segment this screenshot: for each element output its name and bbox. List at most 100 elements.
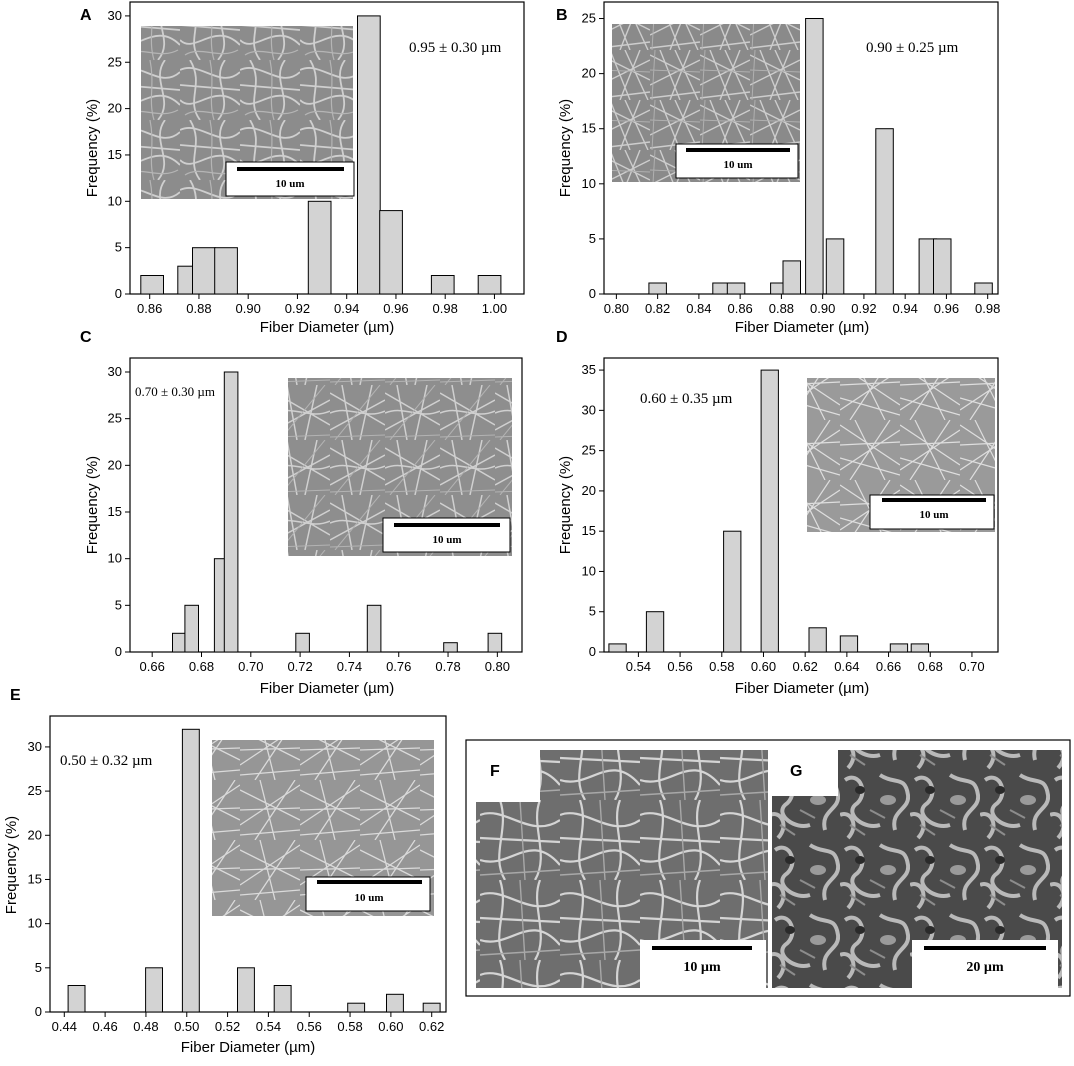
x-tick-label: 0.86: [137, 301, 162, 316]
histogram-bar: [443, 642, 458, 653]
scale-label: 10 µm: [683, 960, 721, 975]
mean-annotation: 0.60 ± 0.35 µm: [640, 391, 733, 407]
y-tick-label: 15: [28, 871, 42, 886]
x-tick-label: 1.00: [482, 301, 507, 316]
scale-label: 10 um: [275, 178, 304, 190]
x-tick-label: 0.96: [383, 301, 408, 316]
plot-frame: [603, 357, 999, 653]
x-tick-label: 0.70: [959, 659, 984, 674]
label-box: [772, 750, 838, 796]
y-tick-label: 0: [35, 1004, 42, 1019]
y-tick-label: 0: [589, 644, 596, 659]
bar-group: [140, 15, 502, 295]
y-tick-label: 15: [582, 121, 596, 136]
x-tick-label: 0.54: [626, 659, 651, 674]
y-tick-label: 20: [28, 827, 42, 842]
y-axis-label: Frequency (%): [84, 99, 101, 197]
histogram-bar: [181, 728, 200, 1013]
panel-label: E: [10, 687, 21, 704]
y-tick-label: 25: [28, 783, 42, 798]
x-axis: 0.80 0.82 0.84 0.86 0.88 0.90 0.92 0.94 0.96 0.98: [604, 294, 1000, 316]
y-tick-label: 10: [28, 916, 42, 931]
scale-label: 10 um: [432, 534, 461, 546]
mean-annotation: 0.70 ± 0.30 µm: [135, 384, 215, 399]
x-tick-label: 0.64: [834, 659, 859, 674]
x-tick-label: 0.54: [256, 1019, 281, 1034]
x-tick-label: 0.94: [334, 301, 359, 316]
plot-frame: [129, 357, 523, 653]
y-tick-label: 15: [108, 504, 122, 519]
panel-b: B 0.80 0.82 0.84 0.86 0.88 0.90 0.92 0.94 0.96 0.…: [556, 1, 1000, 336]
y-tick-label: 5: [115, 240, 122, 255]
y-tick-label: 25: [582, 11, 596, 26]
y-tick-label: 5: [589, 231, 596, 246]
x-tick-label: 0.76: [386, 659, 411, 674]
y-tick-label: 25: [582, 443, 596, 458]
x-tick-label: 0.60: [751, 659, 776, 674]
y-tick-label: 35: [582, 362, 596, 377]
x-axis: 0.66 0.68 0.70 0.72 0.74 0.76 0.78 0.80: [140, 652, 510, 674]
x-tick-label: 0.98: [975, 301, 1000, 316]
y-tick-label: 25: [108, 411, 122, 426]
x-tick-label: 0.78: [435, 659, 460, 674]
y-tick-label: 20: [582, 483, 596, 498]
x-axis-label: Fiber Diameter (µm): [181, 1039, 316, 1056]
y-tick-label: 5: [35, 960, 42, 975]
x-axis-label: Fiber Diameter (µm): [735, 680, 870, 697]
x-axis: 0.86 0.88 0.90 0.92 0.94 0.96 0.98 1.00: [137, 294, 507, 316]
histogram-bar: [172, 632, 187, 653]
histogram-bar: [648, 282, 667, 295]
x-tick-label: 0.66: [140, 659, 165, 674]
x-tick-label: 0.90: [810, 301, 835, 316]
histogram-bar: [67, 985, 86, 1013]
histogram-bar: [875, 128, 894, 295]
x-axis-label: Fiber Diameter (µm): [260, 680, 395, 697]
histogram-bar: [214, 247, 238, 295]
y-tick-label: 5: [589, 604, 596, 619]
y-tick-label: 20: [582, 66, 596, 81]
panel-e: E 0.44 0.46 0.48 0.50 0.52 0.54 0.56 0.58 0.60 0.…: [3, 687, 447, 1056]
histogram-bar: [808, 627, 827, 653]
histogram-bar: [295, 632, 310, 653]
x-tick-label: 0.88: [186, 301, 211, 316]
y-tick-label: 20: [108, 457, 122, 472]
histogram-bar: [723, 530, 742, 653]
histogram-bar: [726, 282, 746, 295]
histogram-bar: [487, 632, 503, 653]
y-tick-label: 30: [108, 364, 122, 379]
x-tick-label: 0.48: [133, 1019, 158, 1034]
y-axis-label: Frequency (%): [84, 456, 101, 554]
histogram-bar: [223, 371, 239, 653]
y-axis-label: Frequency (%): [557, 99, 574, 197]
x-tick-label: 0.46: [92, 1019, 117, 1034]
sem-inset: 10 um: [288, 378, 512, 556]
histogram-bar: [825, 238, 845, 295]
x-tick-label: 0.74: [337, 659, 362, 674]
panel-label: A: [80, 7, 92, 24]
y-axis: 0 5 10 15 20 25: [582, 11, 604, 301]
y-tick-label: 30: [582, 402, 596, 417]
sem-inset: 10 um: [141, 26, 355, 199]
bar-group: [172, 371, 503, 653]
y-tick-label: 5: [115, 597, 122, 612]
histogram-bar: [386, 993, 404, 1013]
bar-group: [608, 369, 930, 653]
panel-label: G: [790, 763, 802, 780]
scale-label: 10 um: [723, 159, 752, 171]
y-tick-label: 10: [582, 176, 596, 191]
sem-inset: 10 um: [212, 740, 434, 916]
x-tick-label: 0.98: [433, 301, 458, 316]
x-tick-label: 0.58: [337, 1019, 362, 1034]
histogram-bar: [974, 282, 993, 295]
x-axis-label: Fiber Diameter (µm): [735, 319, 870, 336]
histogram-bar: [933, 238, 952, 295]
x-tick-label: 0.52: [215, 1019, 240, 1034]
y-axis: 0 5 10 15 20 25 30: [108, 364, 130, 659]
scale-label: 10 um: [919, 509, 948, 521]
panel-fg: F 10 µm G 20 µm: [465, 739, 1071, 997]
histogram-bar: [477, 275, 502, 295]
histogram-bar: [357, 15, 381, 295]
y-axis-label: Frequency (%): [3, 816, 20, 914]
panel-f: F 10 µm: [476, 750, 768, 988]
